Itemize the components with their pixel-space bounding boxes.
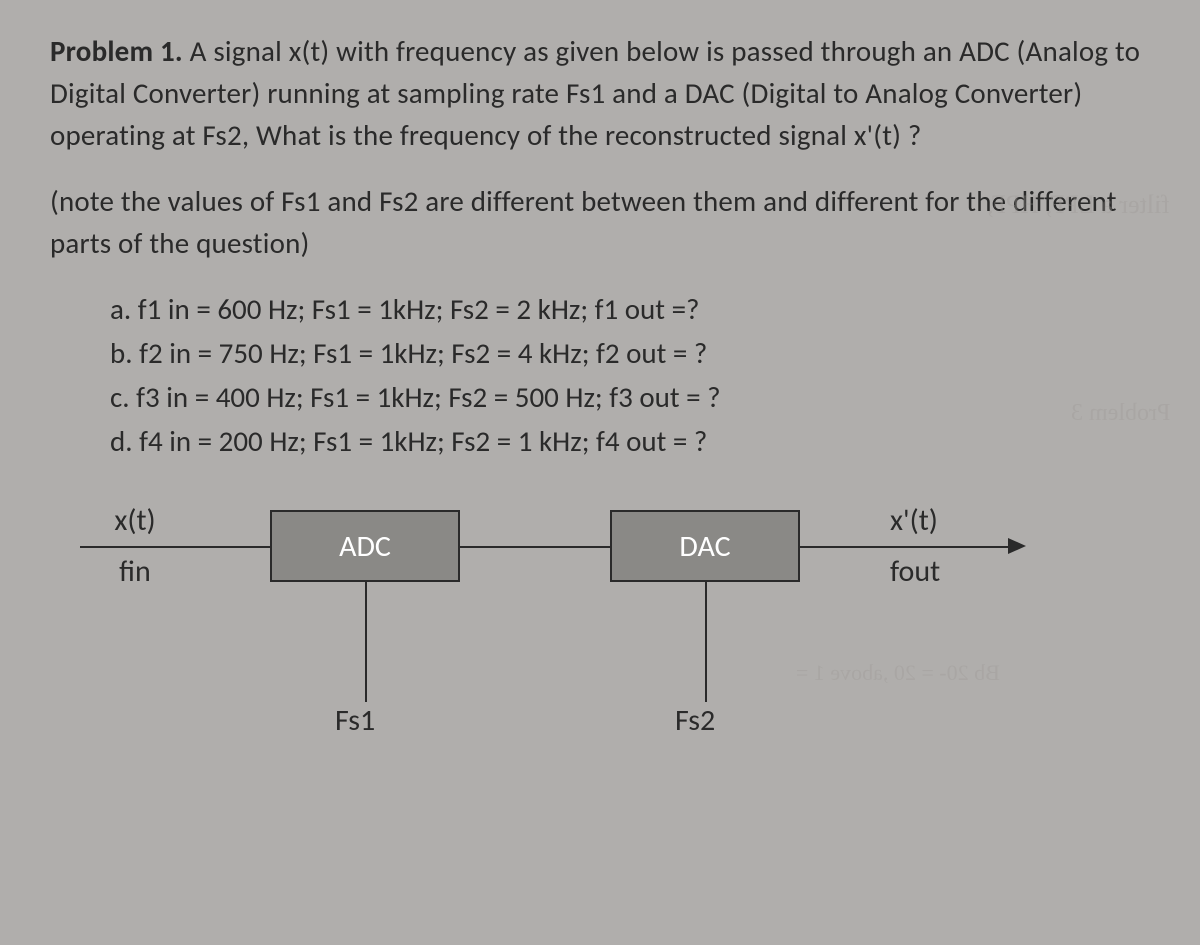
wire-in-adc (190, 546, 270, 548)
dac-block: DAC (610, 510, 800, 582)
wire-dac-out (800, 546, 870, 548)
subparts-list: a. f1 in = 600 Hz; Fs1 = 1kHz; Fs2 = 2 k… (50, 288, 1170, 462)
input-signal-label: x(t) (80, 502, 190, 539)
subpart-b: b. f2 in = 750 Hz; Fs1 = 1kHz; Fs2 = 4 k… (110, 332, 1170, 374)
fs2-label: Fs2 (675, 702, 715, 739)
output-arrow-icon (1008, 538, 1026, 554)
output-signal-label: x'(t) (870, 502, 1030, 539)
output-freq-label: fout (870, 553, 1030, 590)
adc-label: ADC (339, 528, 391, 565)
block-diagram: x(t) fin ADC Fs1 DAC Fs2 x'(t) fout (50, 492, 1170, 732)
fs1-label: Fs1 (335, 702, 375, 739)
problem-label: Problem 1. (50, 33, 183, 69)
wire-adc-dac (460, 546, 610, 548)
intro-text: A signal x(t) with frequency as given be… (50, 33, 1140, 153)
subpart-a: a. f1 in = 600 Hz; Fs1 = 1kHz; Fs2 = 2 k… (110, 288, 1170, 330)
adc-block: ADC (270, 510, 460, 582)
subpart-d: d. f4 in = 200 Hz; Fs1 = 1kHz; Fs2 = 1 k… (110, 420, 1170, 462)
input-freq-label: fin (80, 553, 190, 590)
subpart-c: c. f3 in = 400 Hz; Fs1 = 1kHz; Fs2 = 500… (110, 376, 1170, 418)
note-para: (note the values of Fs1 and Fs2 are diff… (50, 180, 1170, 264)
problem-intro: Problem 1. A signal x(t) with frequency … (50, 30, 1170, 156)
wire-adc-rate (365, 582, 367, 702)
dac-label: DAC (679, 528, 730, 565)
wire-dac-rate (705, 582, 707, 702)
